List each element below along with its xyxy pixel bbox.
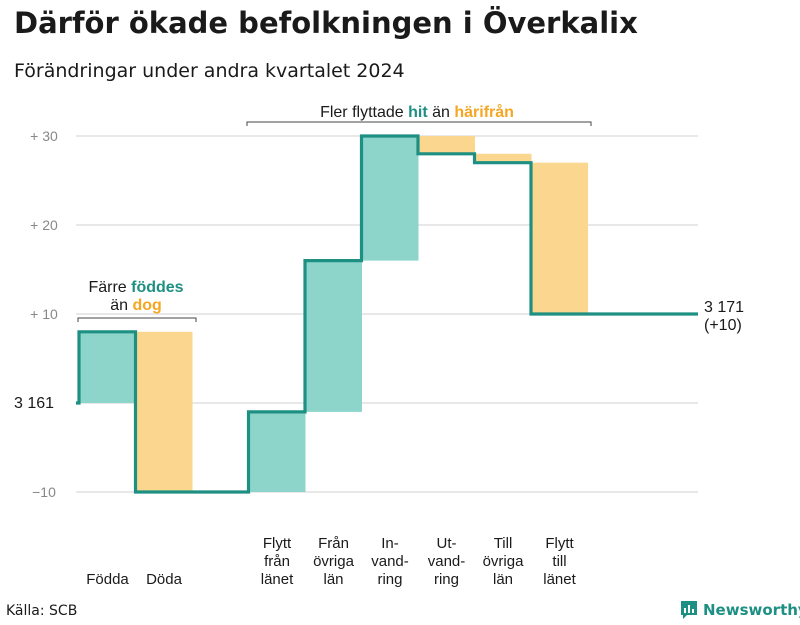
- brand[interactable]: Newsworthy: [680, 600, 800, 620]
- category-label: vand-: [371, 553, 409, 570]
- y-tick-label: + 20: [30, 217, 58, 233]
- newsworthy-logo-icon: [681, 601, 697, 619]
- category-label: län: [323, 571, 343, 588]
- y-tick-label: + 10: [30, 306, 58, 322]
- bar-out: [474, 153, 532, 163]
- annotation-migration: Fler flyttade hit än härifrån: [320, 103, 514, 121]
- category-label: Födda: [86, 571, 129, 588]
- category-label: ring: [434, 571, 459, 588]
- category-label: övriga: [313, 553, 355, 570]
- category-label: Döda: [146, 571, 183, 588]
- category-label: vand-: [428, 553, 466, 570]
- category-label: övriga: [483, 553, 525, 570]
- category-label: Ut-: [437, 535, 457, 552]
- bar-out: [531, 162, 588, 314]
- category-label: länet: [261, 571, 294, 588]
- bar-in: [305, 260, 362, 412]
- category-label: län: [493, 571, 513, 588]
- bar-in: [248, 411, 306, 492]
- annotation-bracket-migration: [246, 121, 592, 126]
- cumulative-line: [76, 134, 698, 494]
- bar-in: [361, 136, 419, 261]
- line-layer: [76, 134, 698, 494]
- start-value-label: 3 161: [14, 395, 54, 412]
- category-label: In-: [381, 535, 399, 552]
- category-label: Flytt: [545, 535, 574, 552]
- source-note: Källa: SCB: [6, 603, 78, 619]
- annotation-bracket-births-deaths: [77, 317, 197, 322]
- annotation-births-deaths-line1: Färre föddes: [88, 279, 183, 296]
- y-tick-label: −10: [32, 484, 56, 500]
- category-label: Till: [494, 535, 513, 552]
- category-label: Flytt: [263, 535, 292, 552]
- end-change-label: (+10): [704, 317, 742, 334]
- page-title: Därför ökade befolkningen i Överkalix: [14, 6, 638, 40]
- annotation-births-deaths-line2: än dog: [110, 297, 162, 314]
- category-label: Från: [318, 535, 349, 552]
- category-label: ring: [377, 571, 402, 588]
- brand-name: Newsworthy: [703, 601, 800, 619]
- bar-layer: [79, 136, 588, 492]
- category-label: från: [264, 553, 290, 570]
- bar-out: [418, 136, 475, 154]
- page-subtitle: Förändringar under andra kvartalet 2024: [14, 60, 405, 82]
- end-value-label: 3 171: [704, 299, 744, 316]
- bar-out: [135, 331, 193, 492]
- category-label: länet: [543, 571, 576, 588]
- category-label: till: [552, 553, 566, 570]
- bar-in: [79, 331, 136, 403]
- y-tick-label: + 30: [30, 128, 58, 144]
